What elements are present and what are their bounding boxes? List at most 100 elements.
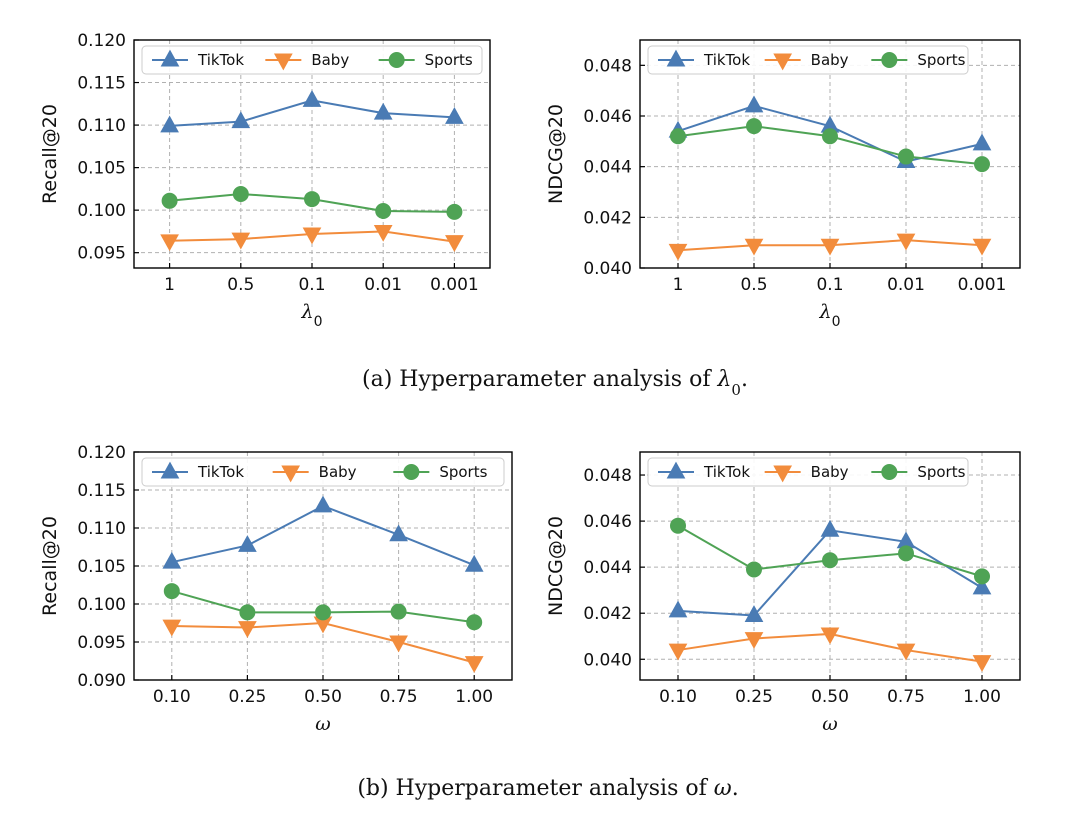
x-axis-title: ω [822,713,838,735]
legend-marker-baby [281,465,301,483]
legend-marker-baby [773,53,793,71]
x-tick-label: 1.00 [455,687,493,707]
data-point-tiktok [160,115,179,133]
legend-label-baby: Baby [811,51,849,69]
data-point-baby [373,224,393,242]
x-tick-label: 0.10 [659,687,697,707]
data-point-baby [162,619,182,637]
data-point-tiktok [972,133,992,151]
series-line-tiktok [171,504,475,567]
data-point-sports [163,583,180,600]
y-tick-label: 0.115 [77,481,126,501]
legend-label-baby: Baby [811,463,849,481]
data-point-baby [896,233,916,251]
data-point-sports [974,568,990,585]
x-tick-label: 0.001 [430,275,479,295]
legend-marker-tiktok [666,461,686,479]
x-tick-label: 0.25 [228,687,266,707]
x-tick-label: 0.1 [298,275,325,295]
data-point-baby [972,655,992,672]
y-tick-label: 0.044 [583,158,632,178]
data-point-baby [464,656,484,673]
data-point-sports [670,128,686,145]
x-axis-title: λ0 [819,301,841,330]
caption-a: (a) Hyperparameter analysis of λ0. [362,367,748,399]
legend-marker-sports [881,52,898,68]
data-point-baby [820,627,840,645]
x-tick-label: 0.50 [811,687,849,707]
data-point-tiktok [302,90,322,107]
y-tick-label: 0.115 [77,74,126,94]
y-tick-label: 0.042 [583,604,632,624]
y-tick-label: 0.095 [77,633,126,653]
legend-label-sports: Sports [439,463,487,481]
y-tick-label: 0.105 [77,159,126,179]
legend-label-tiktok: TikTok [703,51,750,69]
series-sports [670,118,990,173]
x-tick-label: 1.00 [963,687,1001,707]
data-point-sports [161,192,178,209]
legend-marker-sports [881,464,898,480]
data-point-sports [898,148,914,165]
legend-label-baby: Baby [319,463,357,481]
legend: TikTok Baby Sports [647,457,969,487]
x-axis-title: ω [315,713,331,735]
y-tick-label: 0.040 [583,650,632,670]
data-point-tiktok [389,524,408,542]
y-tick-label: 0.110 [77,519,126,539]
legend-label-sports: Sports [917,463,965,481]
data-point-sports [239,604,256,621]
legend-label-tiktok: TikTok [197,463,244,481]
x-tick-label: 1 [673,275,684,295]
legend-marker-tiktok [160,49,180,67]
x-tick-label: 0.25 [735,687,773,707]
legend-label-tiktok: TikTok [197,51,244,69]
data-point-sports [822,552,838,569]
y-tick-label: 0.095 [77,244,126,264]
data-point-baby [744,632,764,649]
data-point-sports [746,561,762,578]
y-tick-label: 0.105 [77,557,126,577]
data-point-baby [668,643,688,661]
legend: TikTok Baby Sports [141,45,483,75]
y-tick-label: 0.100 [77,595,126,615]
y-tick-label: 0.044 [583,558,632,578]
y-tick-label: 0.120 [77,443,126,463]
y-tick-label: 0.048 [583,56,632,76]
data-point-sports [822,128,838,145]
data-point-baby [231,232,251,250]
x-tick-label: 0.10 [153,687,191,707]
data-point-tiktok [744,95,764,113]
x-tick-label: 0.75 [380,687,418,707]
x-tick-label: 0.5 [740,275,767,295]
series-tiktok [668,519,992,622]
y-tick-label: 0.046 [583,512,632,532]
data-point-tiktok [162,551,182,569]
data-point-sports [390,603,407,620]
caption-b: (b) Hyperparameter analysis of ω. [357,776,738,801]
legend-label-tiktok: TikTok [703,463,750,481]
series-baby [160,224,464,253]
data-point-tiktok [445,107,464,124]
y-axis-title: NDCG@20 [545,516,567,616]
x-tick-label: 0.01 [887,275,925,295]
y-tick-label: 0.042 [583,208,632,228]
x-tick-label: 0.75 [887,687,925,707]
x-tick-label: 0.001 [958,275,1007,295]
y-tick-label: 0.048 [583,466,632,486]
x-tick-label: 0.1 [816,275,843,295]
legend-marker-tiktok [160,461,180,479]
data-point-sports [446,203,463,220]
charts-layer: 0.095 0.100 0.105 0.110 0.115 0.120 1 0.5 0.1 0.0… [39,31,1021,735]
chart-b-recall: 0.090 0.095 0.100 0.105 0.110 0.115 0.120 0.10 0… [39,443,513,735]
data-point-tiktok [668,600,688,618]
data-point-tiktok [238,535,257,552]
x-tick-label: 1 [164,275,175,295]
series-tiktok [162,495,484,572]
data-point-sports [315,604,331,621]
data-point-tiktok [373,102,393,120]
data-point-baby [302,227,322,245]
y-tick-label: 0.120 [77,31,126,51]
data-point-baby [238,621,257,638]
